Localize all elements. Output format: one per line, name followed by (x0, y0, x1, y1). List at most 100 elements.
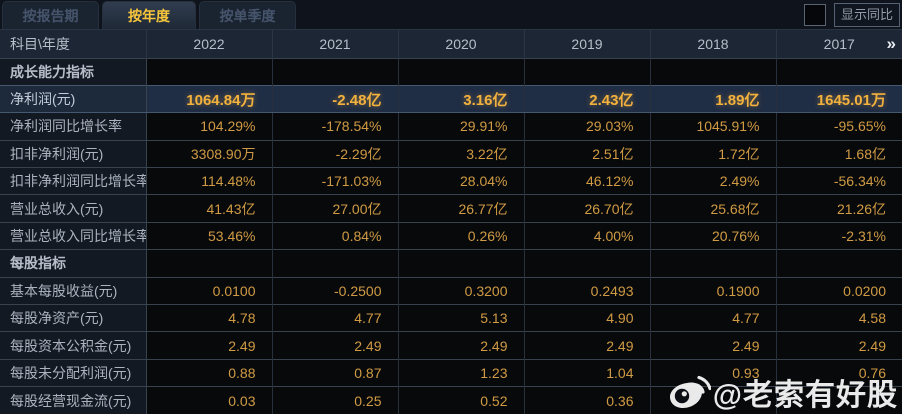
value-cell: 1.68亿 (775, 139, 902, 168)
value-cell: 25.68亿 (649, 194, 776, 223)
value-cell: 26.70亿 (523, 194, 650, 223)
value-cell (775, 386, 902, 414)
value-cell: 3308.90万 (145, 139, 272, 168)
value-cell: 41.43亿 (145, 194, 272, 223)
year-header-2021[interactable]: 2021 (271, 30, 398, 58)
section-row: 成长能力指标 (0, 57, 902, 86)
value-cell (523, 249, 650, 278)
value-cell (397, 57, 524, 86)
value-cell (271, 57, 398, 86)
row-label: 每股经营现金流(元) (0, 386, 147, 414)
value-cell: 0.36 (523, 386, 650, 414)
table-row[interactable]: 营业总收入(元) 41.43亿 27.00亿 26.77亿 26.70亿 25.68亿 21… (0, 194, 902, 223)
value-cell: 0.2493 (523, 276, 650, 305)
row-label: 每股净资产(元) (0, 304, 147, 332)
row-label: 基本每股收益(元) (0, 276, 147, 305)
value-cell: -2.48亿 (271, 84, 398, 114)
tab-report-period[interactable]: 按报告期 (2, 1, 99, 29)
value-cell (649, 57, 776, 86)
row-label: 营业总收入(元) (0, 194, 147, 223)
row-label: 扣非净利润(元) (0, 139, 147, 168)
value-cell: 1645.01万 (775, 84, 902, 114)
chevron-double-right-icon[interactable]: » (886, 33, 896, 53)
value-cell: -56.34% (775, 167, 902, 195)
value-cell: 53.46% (145, 221, 272, 250)
value-cell: 3.16亿 (397, 84, 524, 114)
value-cell: 4.90 (523, 304, 650, 332)
value-cell: 2.49 (775, 331, 902, 360)
table-row[interactable]: 扣非净利润同比增长率 114.48% -171.03% 28.04% 46.12% 2.4… (0, 167, 902, 195)
value-cell: 5.13 (397, 304, 524, 332)
value-cell: 0.93 (649, 358, 776, 387)
tab-annual[interactable]: 按年度 (102, 1, 196, 29)
value-cell: 1064.84万 (145, 84, 272, 114)
value-cell: 21.26亿 (775, 194, 902, 223)
row-label: 净利润(元) (0, 84, 147, 114)
table-row[interactable]: 净利润(元) 1064.84万 -2.48亿 3.16亿 2.43亿 1.89亿 1645.… (0, 84, 902, 114)
value-cell (145, 57, 272, 86)
value-cell (649, 249, 776, 278)
value-cell (649, 386, 776, 414)
value-cell: 26.77亿 (397, 194, 524, 223)
value-cell: 2.49 (649, 331, 776, 360)
value-cell: 114.48% (145, 167, 272, 195)
value-cell: -0.2500 (271, 276, 398, 305)
value-cell: 2.43亿 (523, 84, 650, 114)
value-cell: -2.31% (775, 221, 902, 250)
value-cell: 4.78 (145, 304, 272, 332)
value-cell: 27.00亿 (271, 194, 398, 223)
value-cell: 0.1900 (649, 276, 776, 305)
year-header-label: 2017 (823, 35, 855, 52)
value-cell (775, 249, 902, 278)
period-tabbar: 按报告期 按年度 按单季度 显示同比 (0, 0, 902, 30)
year-header-2018[interactable]: 2018 (649, 30, 776, 58)
tab-single-quarter[interactable]: 按单季度 (199, 1, 296, 29)
financial-table: 科目\年度 2022 2021 2020 2019 2018 2017 » 成长… (0, 30, 902, 414)
yoy-controls: 显示同比 (803, 3, 900, 27)
value-cell: 2.49 (145, 331, 272, 360)
year-header-2019[interactable]: 2019 (523, 30, 650, 58)
table-row[interactable]: 每股净资产(元) 4.78 4.77 5.13 4.90 4.77 4.58 (0, 304, 902, 332)
value-cell: 1.89亿 (649, 84, 776, 114)
value-cell: 0.26% (397, 221, 524, 250)
value-cell: 29.03% (523, 112, 650, 141)
table-row[interactable]: 扣非净利润(元) 3308.90万 -2.29亿 3.22亿 2.51亿 1.72亿 1.6… (0, 139, 902, 168)
value-cell: 20.76% (649, 221, 776, 250)
value-cell: 46.12% (523, 167, 650, 195)
value-cell: 0.52 (397, 386, 524, 414)
row-label: 每股资本公积金(元) (0, 331, 147, 360)
year-header-2020[interactable]: 2020 (397, 30, 524, 58)
value-cell: -95.65% (775, 112, 902, 141)
row-label: 扣非净利润同比增长率 (0, 167, 147, 195)
row-label: 每股指标 (0, 249, 147, 278)
value-cell (145, 249, 272, 278)
value-cell: 0.87 (271, 358, 398, 387)
value-cell (775, 57, 902, 86)
value-cell: -2.29亿 (271, 139, 398, 168)
show-yoy-button[interactable]: 显示同比 (833, 3, 900, 27)
value-cell: 0.0200 (775, 276, 902, 305)
year-header-2017[interactable]: 2017 » (775, 30, 902, 58)
table-row[interactable]: 营业总收入同比增长率 53.46% 0.84% 0.26% 4.00% 20.76% -2.… (0, 221, 902, 250)
value-cell: 4.00% (523, 221, 650, 250)
corner-header: 科目\年度 (0, 30, 146, 58)
value-cell: -171.03% (271, 167, 398, 195)
show-yoy-checkbox[interactable] (803, 4, 826, 26)
table-row[interactable]: 基本每股收益(元) 0.0100 -0.2500 0.3200 0.2493 0.1900… (0, 276, 902, 305)
table-row[interactable]: 净利润同比增长率 104.29% -178.54% 29.91% 29.03% 1045.… (0, 112, 902, 141)
value-cell: 2.49% (649, 167, 776, 195)
value-cell: 0.0100 (145, 276, 272, 305)
row-label: 每股未分配利润(元) (0, 358, 147, 387)
table-row[interactable]: 每股资本公积金(元) 2.49 2.49 2.49 2.49 2.49 2.49 (0, 331, 902, 360)
value-cell: 3.22亿 (397, 139, 524, 168)
value-cell (523, 57, 650, 86)
value-cell: 0.88 (145, 358, 272, 387)
value-cell: 0.3200 (397, 276, 524, 305)
table-body: 成长能力指标 净利润(元) 1064.84万 -2.48亿 3.16亿 2.43亿 1.89… (0, 57, 902, 414)
table-row[interactable]: 每股未分配利润(元) 0.88 0.87 1.23 1.04 0.93 0.76 (0, 358, 902, 387)
value-cell: 4.58 (775, 304, 902, 332)
value-cell: 29.91% (397, 112, 524, 141)
table-row[interactable]: 每股经营现金流(元) 0.03 0.25 0.52 0.36 (0, 386, 902, 414)
year-header-2022[interactable]: 2022 (145, 30, 272, 58)
